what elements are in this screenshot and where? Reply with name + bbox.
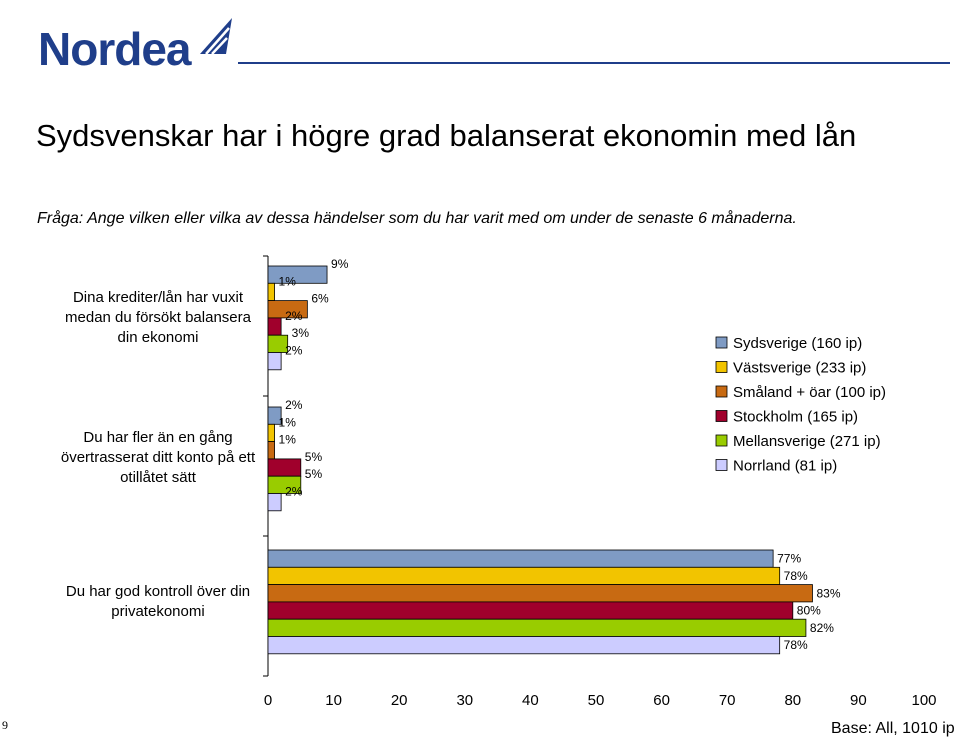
page-number: 9 [2, 718, 8, 732]
question-text: Fråga: Ange vilken eller vilka av dessa … [37, 210, 797, 227]
legend-swatch-1 [715, 361, 728, 373]
bar-0-5 [267, 352, 282, 371]
value-label-2-0: 77% [777, 552, 801, 566]
value-label-1-3: 5% [305, 450, 323, 464]
legend-swatch-3 [715, 410, 728, 422]
legend-swatch-4 [715, 434, 728, 447]
value-label-1-5: 2% [285, 485, 303, 499]
bar-2-2 [267, 584, 813, 603]
value-label-1-4: 5% [305, 467, 323, 481]
value-label-1-1: 1% [279, 415, 297, 429]
legend-label-2: Småland + öar (100 ip) [733, 384, 886, 401]
bar-1-2 [267, 441, 275, 460]
sail-logo-icon [200, 18, 232, 55]
bar-2-3 [267, 601, 794, 620]
x-tick-label-5: 50 [588, 692, 605, 709]
value-label-0-4: 3% [292, 326, 310, 340]
legend-swatch-2 [715, 385, 728, 398]
x-tick-label-8: 80 [784, 692, 801, 709]
bar-2-1 [267, 566, 781, 585]
bar-1-4 [267, 475, 302, 494]
legend-label-4: Mellansverige (271 ip) [733, 433, 881, 450]
value-label-0-5: 2% [285, 344, 303, 358]
bar-1-1 [267, 423, 275, 442]
value-label-0-3: 2% [285, 309, 303, 323]
bar-0-0 [267, 265, 328, 284]
page-title: Sydsvenskar har i högre grad balanserat … [36, 118, 857, 153]
bar-2-4 [267, 618, 807, 637]
x-tick-label-4: 40 [522, 692, 539, 709]
bar-0-3 [267, 317, 282, 336]
bar-1-3 [267, 458, 302, 477]
legend-label-0: Sydsverige (160 ip) [733, 335, 862, 352]
category-label-0: Dina krediter/lån har vuxit medan du förs… [65, 289, 252, 346]
bar-2-0 [267, 549, 774, 568]
category-label-2: Du har god kontroll över din privatekonom… [66, 583, 250, 620]
x-tick-label-0: 0 [264, 692, 272, 709]
bar-0-2 [267, 300, 308, 319]
value-label-0-0: 9% [331, 257, 349, 271]
nordea-logo: Nordea [38, 23, 191, 75]
bar-1-5 [267, 493, 282, 512]
value-label-0-1: 1% [279, 274, 297, 288]
base-note: Base: All, 1010 ip [831, 720, 955, 737]
category-label-1: Du har fler än en gång övertrasserat ditt… [61, 429, 256, 486]
legend-label-5: Norrland (81 ip) [733, 458, 837, 475]
value-label-2-2: 83% [816, 586, 840, 600]
x-tick-label-7: 70 [719, 692, 736, 709]
x-tick-label-6: 60 [653, 692, 670, 709]
legend-swatch-5 [715, 459, 728, 471]
x-tick-label-3: 30 [456, 692, 473, 709]
legend-swatch-0 [715, 336, 728, 349]
value-label-2-5: 78% [784, 638, 808, 652]
legend-label-1: Västsverige (233 ip) [733, 360, 866, 377]
value-label-1-0: 2% [285, 398, 303, 412]
value-label-2-4: 82% [810, 621, 834, 635]
value-label-2-3: 80% [797, 604, 821, 618]
x-tick-label-9: 90 [850, 692, 867, 709]
legend-label-3: Stockholm (165 ip) [733, 409, 858, 426]
value-label-1-2: 1% [279, 433, 297, 447]
x-tick-label-1: 10 [325, 692, 342, 709]
header-rule [238, 62, 950, 64]
value-label-0-2: 6% [311, 292, 329, 306]
bar-0-1 [267, 282, 275, 301]
bar-2-5 [267, 636, 781, 655]
x-tick-label-2: 20 [391, 692, 408, 709]
value-label-2-1: 78% [784, 569, 808, 583]
x-tick-label-10: 100 [911, 692, 936, 709]
